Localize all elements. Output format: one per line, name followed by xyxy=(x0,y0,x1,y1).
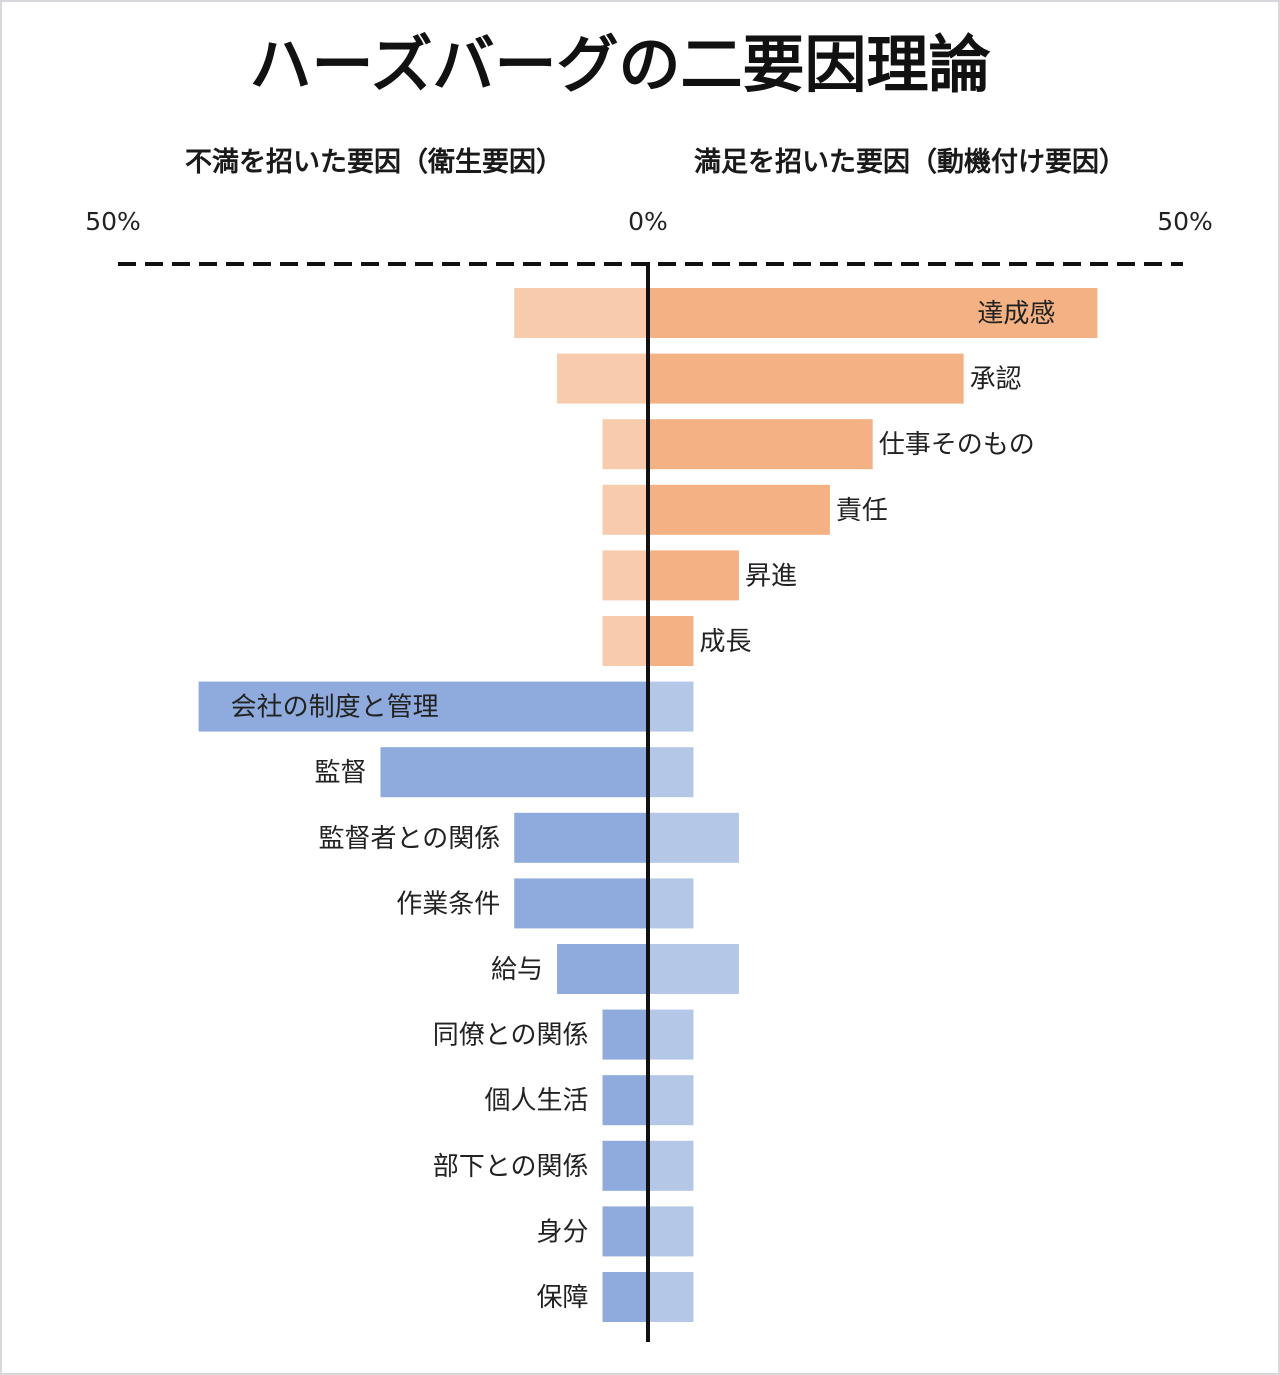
bar-label-12: 個人生活 xyxy=(485,1086,589,1116)
bar-satisfaction-10 xyxy=(648,944,739,994)
bar-dissatisfaction-0 xyxy=(514,288,648,338)
bar-dissatisfaction-15 xyxy=(602,1272,648,1322)
bar-dissatisfaction-10 xyxy=(557,944,648,994)
bar-satisfaction-0 xyxy=(648,288,1098,338)
bar-label-7: 監督 xyxy=(314,758,366,788)
bar-label-15: 保障 xyxy=(537,1283,589,1313)
bar-dissatisfaction-14 xyxy=(602,1206,648,1257)
bar-dissatisfaction-1 xyxy=(557,353,648,404)
bar-satisfaction-9 xyxy=(648,878,694,929)
right-header: 満足を招いた要因（動機付け要因） xyxy=(694,147,1126,178)
bar-dissatisfaction-12 xyxy=(602,1075,648,1126)
bar-satisfaction-3 xyxy=(648,484,830,535)
bar-satisfaction-2 xyxy=(648,419,873,470)
bar-satisfaction-4 xyxy=(648,550,739,601)
bar-dissatisfaction-2 xyxy=(602,419,648,470)
axis-layer xyxy=(118,262,1183,1342)
bar-label-10: 給与 xyxy=(491,955,543,985)
tick-label-left: 50% xyxy=(85,207,141,236)
bar-satisfaction-13 xyxy=(648,1140,694,1191)
bar-label-6: 会社の制度と管理 xyxy=(231,693,439,723)
bar-dissatisfaction-4 xyxy=(602,550,648,601)
bar-label-5: 成長 xyxy=(699,627,751,657)
bars-layer: 達成感承認仕事そのもの責任昇進成長会社の制度と管理監督監督者との関係作業条件給与… xyxy=(198,288,1098,1322)
bar-satisfaction-5 xyxy=(648,616,694,666)
bar-label-4: 昇進 xyxy=(745,561,797,591)
bar-dissatisfaction-3 xyxy=(602,484,648,535)
bar-label-13: 部下との関係 xyxy=(433,1152,589,1182)
tick-label-right: 50% xyxy=(1157,207,1213,236)
chart-title: ハーズバーグの二要因理論 xyxy=(250,28,991,101)
bar-label-14: 身分 xyxy=(537,1217,589,1247)
bar-satisfaction-1 xyxy=(648,353,964,404)
bar-satisfaction-8 xyxy=(648,812,739,863)
bar-satisfaction-11 xyxy=(648,1009,694,1060)
bar-dissatisfaction-8 xyxy=(514,812,648,863)
bar-label-3: 責任 xyxy=(836,496,888,526)
bar-label-8: 監督者との関係 xyxy=(319,824,501,854)
bar-dissatisfaction-7 xyxy=(380,747,648,798)
bar-satisfaction-6 xyxy=(648,681,694,732)
bar-dissatisfaction-5 xyxy=(602,616,648,666)
bar-dissatisfaction-13 xyxy=(602,1140,648,1191)
bar-label-1: 承認 xyxy=(970,365,1022,395)
bar-dissatisfaction-11 xyxy=(602,1009,648,1060)
bar-satisfaction-14 xyxy=(648,1206,694,1257)
tick-label-center: 0% xyxy=(628,207,668,236)
left-header: 不満を招いた要因（衛生要因） xyxy=(185,146,563,178)
bar-dissatisfaction-6 xyxy=(198,681,648,732)
bar-satisfaction-15 xyxy=(648,1272,694,1322)
bar-label-9: 作業条件 xyxy=(396,889,500,919)
bar-label-11: 同僚との関係 xyxy=(433,1021,589,1051)
bar-label-2: 仕事そのもの xyxy=(879,430,1035,460)
bar-satisfaction-7 xyxy=(648,747,694,798)
bar-satisfaction-12 xyxy=(648,1075,694,1126)
bar-dissatisfaction-9 xyxy=(514,878,648,929)
bar-label-0: 達成感 xyxy=(977,299,1055,329)
